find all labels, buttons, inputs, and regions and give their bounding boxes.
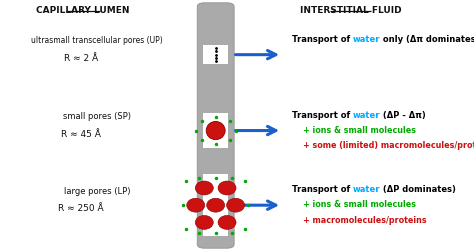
Ellipse shape [207, 199, 225, 212]
Ellipse shape [218, 181, 236, 195]
Text: + some (limited) macromolecules/proteins: + some (limited) macromolecules/proteins [303, 140, 474, 149]
Ellipse shape [206, 122, 225, 140]
FancyBboxPatch shape [203, 46, 228, 65]
Text: water: water [353, 35, 380, 44]
Text: + ions & small molecules: + ions & small molecules [303, 200, 416, 209]
Text: Transport of: Transport of [292, 110, 353, 119]
Ellipse shape [195, 216, 213, 229]
Text: Transport of: Transport of [292, 35, 353, 44]
Text: water: water [353, 184, 380, 194]
Text: CAPILLARY LUMEN: CAPILLARY LUMEN [36, 6, 130, 15]
Text: + ions & small molecules: + ions & small molecules [303, 125, 416, 134]
Ellipse shape [227, 199, 245, 212]
FancyBboxPatch shape [203, 114, 228, 148]
Text: R ≈ 45 Å: R ≈ 45 Å [61, 129, 100, 138]
Text: (ΔP dominates): (ΔP dominates) [380, 184, 456, 194]
Text: Transport of: Transport of [292, 184, 353, 194]
Text: INTERSTITIAL FLUID: INTERSTITIAL FLUID [300, 6, 401, 15]
FancyBboxPatch shape [203, 174, 228, 236]
Ellipse shape [187, 199, 205, 212]
Text: small pores (SP): small pores (SP) [63, 111, 131, 120]
Text: R ≈ 250 Å: R ≈ 250 Å [58, 203, 103, 212]
Text: + macromolecules/proteins: + macromolecules/proteins [303, 215, 427, 224]
FancyBboxPatch shape [197, 4, 234, 248]
Text: only (Δπ dominates): only (Δπ dominates) [380, 35, 474, 44]
Text: water: water [353, 110, 380, 119]
Text: large pores (LP): large pores (LP) [64, 186, 130, 195]
Ellipse shape [195, 181, 213, 195]
Ellipse shape [218, 216, 236, 229]
Text: R ≈ 2 Å: R ≈ 2 Å [64, 53, 98, 62]
Text: ultrasmall transcellular pores (UP): ultrasmall transcellular pores (UP) [31, 36, 163, 45]
Text: (ΔP - Δπ): (ΔP - Δπ) [380, 110, 426, 119]
